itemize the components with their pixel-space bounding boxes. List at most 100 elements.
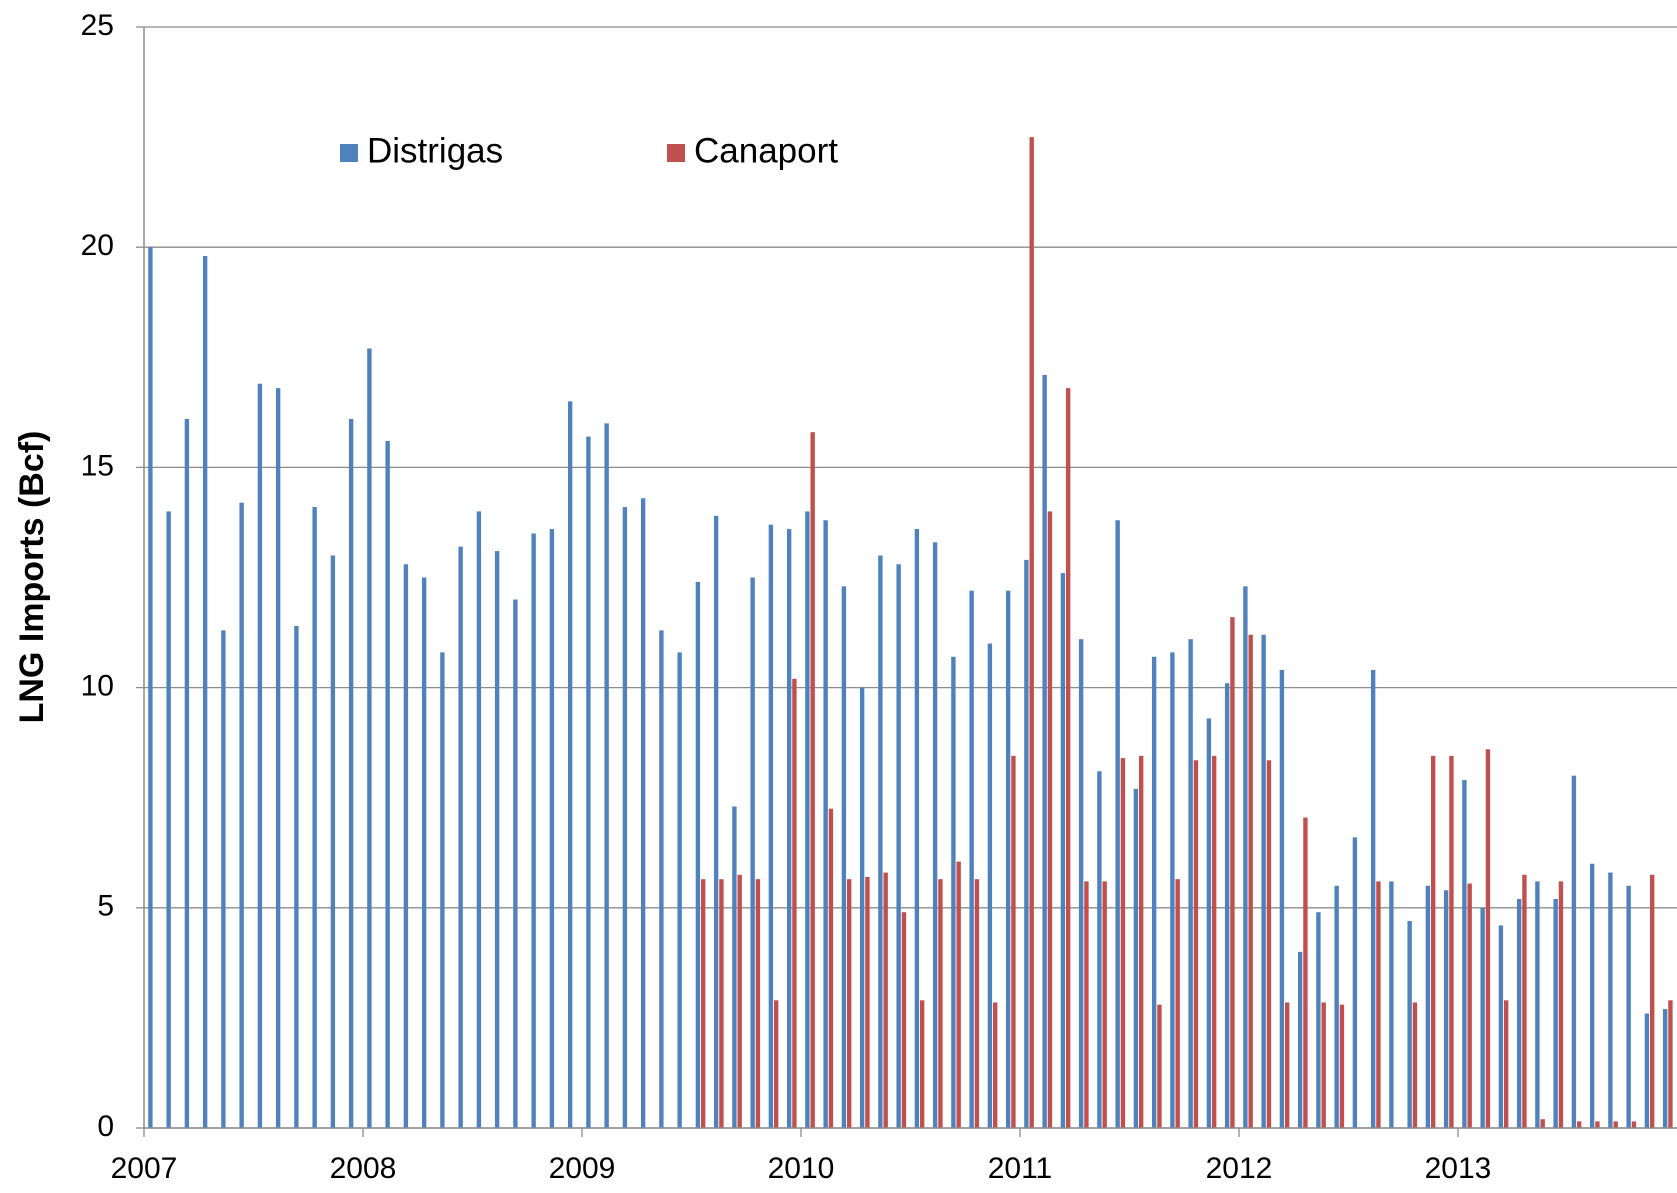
bar (1626, 885, 1631, 1128)
bar (1102, 881, 1107, 1128)
bar (956, 861, 961, 1128)
bar (1631, 1121, 1637, 1128)
bar (1649, 874, 1655, 1128)
bar (1370, 669, 1376, 1128)
bar (1248, 634, 1253, 1128)
bar (768, 524, 774, 1128)
bar (275, 388, 281, 1128)
bar (1151, 656, 1157, 1128)
bar (901, 912, 907, 1128)
bar (1613, 1121, 1618, 1128)
bar (750, 577, 755, 1128)
bar (1595, 1121, 1600, 1128)
bar (1498, 925, 1504, 1128)
bar (1206, 718, 1212, 1128)
bar (969, 590, 974, 1128)
bar (846, 879, 852, 1128)
bar (1608, 872, 1613, 1128)
bar (1662, 1009, 1668, 1128)
bar (1535, 881, 1540, 1128)
bar (202, 256, 208, 1128)
bar (1279, 669, 1285, 1128)
bar (1138, 755, 1144, 1128)
y-axis-label: LNG Imports (Bcf) (13, 431, 51, 724)
bar (1376, 881, 1381, 1128)
bar (221, 630, 226, 1128)
bar (951, 656, 956, 1128)
bar (914, 529, 920, 1128)
bar (1188, 639, 1193, 1128)
bar (1060, 573, 1066, 1128)
bar (938, 879, 943, 1128)
bar (659, 630, 664, 1128)
bar (1467, 883, 1472, 1128)
bar (1157, 1004, 1162, 1128)
bar (1175, 879, 1180, 1128)
y-tick-label: 20 (81, 229, 114, 262)
bar (786, 529, 792, 1128)
bar (640, 498, 646, 1128)
bar (403, 564, 409, 1128)
bar (1485, 749, 1491, 1128)
x-tick-label: 2007 (111, 1152, 178, 1185)
bar (494, 551, 500, 1128)
bar (865, 876, 870, 1128)
bar (312, 507, 317, 1128)
bar (148, 247, 153, 1128)
x-tick-label: 2008 (330, 1152, 397, 1185)
bar (1047, 511, 1053, 1128)
bar (1644, 1013, 1650, 1128)
bar (1334, 885, 1339, 1128)
bar (1097, 771, 1102, 1128)
bar (1449, 755, 1454, 1128)
bar (622, 507, 628, 1128)
bar (974, 879, 980, 1128)
x-tick-label: 2010 (768, 1152, 835, 1185)
bar (992, 1002, 998, 1128)
bar (166, 511, 171, 1128)
bar (700, 879, 706, 1128)
bar (1297, 951, 1303, 1128)
bar (257, 383, 263, 1128)
bar (1011, 755, 1016, 1128)
bar (1540, 1119, 1545, 1128)
bar (805, 511, 810, 1128)
x-tick-label: 2012 (1206, 1152, 1273, 1185)
bar (896, 564, 901, 1128)
bar (1389, 881, 1394, 1128)
bar (1321, 1002, 1326, 1128)
bar (1522, 874, 1527, 1128)
bar (810, 432, 815, 1129)
bar (841, 586, 847, 1128)
bar (987, 643, 993, 1128)
bar (1352, 837, 1358, 1128)
bar (828, 808, 834, 1128)
bar (695, 581, 701, 1128)
bar (1407, 921, 1412, 1128)
bar (1425, 885, 1431, 1128)
bar (1553, 898, 1558, 1128)
bar (823, 520, 828, 1128)
y-tick-label: 15 (81, 449, 114, 482)
y-tick-label: 25 (81, 9, 114, 42)
legend-swatch (340, 144, 358, 162)
bar (737, 874, 742, 1128)
bar (1120, 758, 1126, 1128)
bar (330, 555, 336, 1128)
x-tick-label: 2009 (549, 1152, 616, 1185)
bar (755, 879, 761, 1128)
bar (773, 1000, 779, 1128)
y-tick-label: 0 (97, 1110, 114, 1143)
bar (1503, 1000, 1509, 1128)
bar (1571, 775, 1577, 1128)
bar (932, 542, 938, 1128)
bar (1266, 760, 1272, 1128)
bar (184, 418, 190, 1128)
bar (1211, 755, 1217, 1128)
bar (1133, 788, 1139, 1128)
bar (792, 678, 797, 1128)
bar (1193, 760, 1199, 1128)
bar (1029, 137, 1034, 1129)
bar (586, 436, 591, 1128)
